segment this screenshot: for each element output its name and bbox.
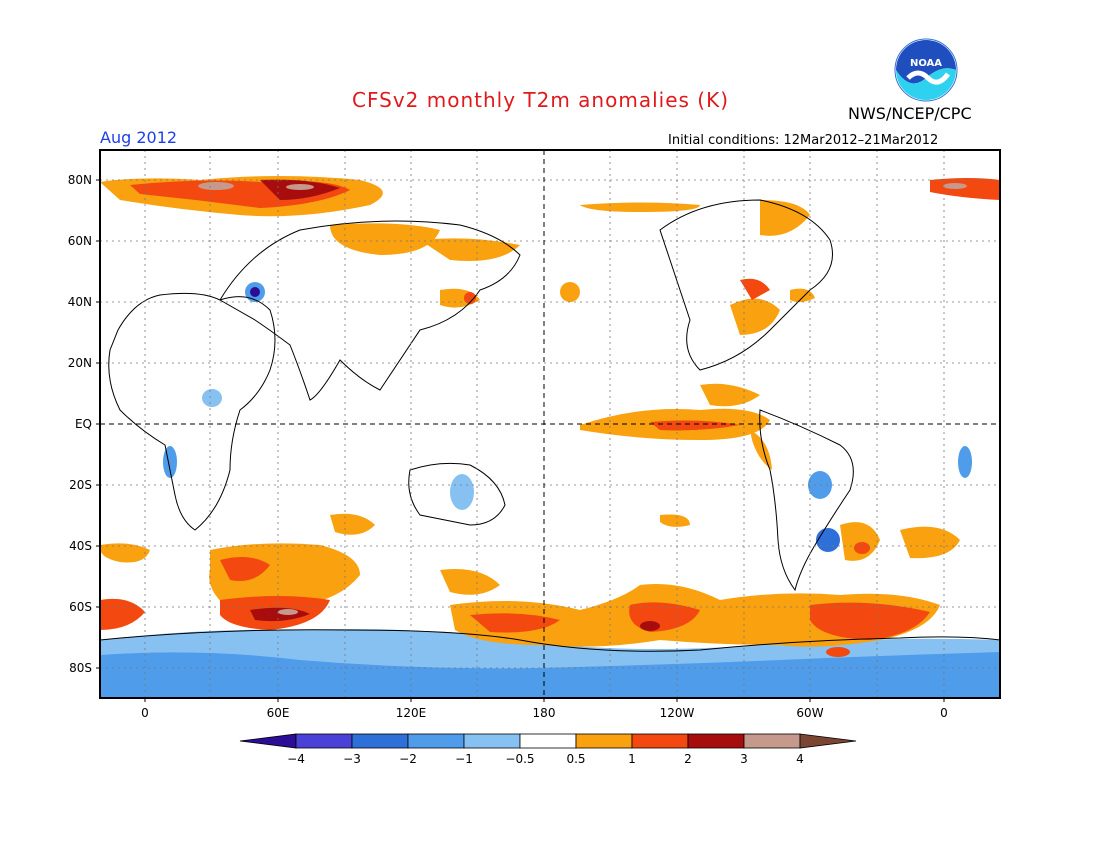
valid-month-label: Aug 2012 [100,128,178,147]
lon-label: 0 [940,706,948,720]
colorbar-segment [799,733,857,749]
colorbar-segment [743,733,801,749]
svg-text:NOAA: NOAA [910,58,942,69]
noaa-logo: NOAA [894,38,958,102]
lon-label: 60E [267,706,290,720]
initial-conditions-label: Initial conditions: 12Mar2012–21Mar2012 [668,133,939,148]
coastlines [100,199,1000,652]
lat-label: 40S [69,539,92,553]
lat-label: 60N [68,234,92,248]
lon-label: 120E [396,706,427,720]
lat-label: 20S [69,478,92,492]
colorbar-tick: −0.5 [505,752,534,766]
colorbar-tick: −2 [399,752,417,766]
graticule [100,150,1000,698]
lat-label: 80S [69,661,92,675]
lat-label: 40N [68,295,92,309]
colorbar-segment [295,733,353,749]
colorbar-tick: 4 [796,752,804,766]
lat-label: EQ [75,417,92,431]
lat-label: 80N [68,173,92,187]
colorbar-segment [239,733,297,749]
colorbar-segment [407,733,465,749]
colorbar-segment [463,733,521,749]
lat-label: 60S [69,600,92,614]
lon-label: 60W [796,706,823,720]
colorbar-tick: 2 [684,752,692,766]
map-title: CFSv2 monthly T2m anomalies (K) [352,88,729,112]
colorbar-segment [575,733,633,749]
colorbar-segment [519,733,577,749]
colorbar-segment [631,733,689,749]
colorbar-tick: −3 [343,752,361,766]
colorbar-tick: 0.5 [566,752,585,766]
colorbar-segment [351,733,409,749]
lon-label: 120W [660,706,695,720]
organization-label: NWS/NCEP/CPC [848,104,972,123]
colorbar-tick: 3 [740,752,748,766]
colorbar-segment [687,733,745,749]
lon-label: 180 [533,706,556,720]
colorbar-tick: 1 [628,752,636,766]
lon-label: 0 [141,706,149,720]
colorbar-tick: −4 [287,752,305,766]
antarctic-cold-anomaly [100,652,1000,698]
lat-label: 20N [68,356,92,370]
colorbar-tick: −1 [455,752,473,766]
